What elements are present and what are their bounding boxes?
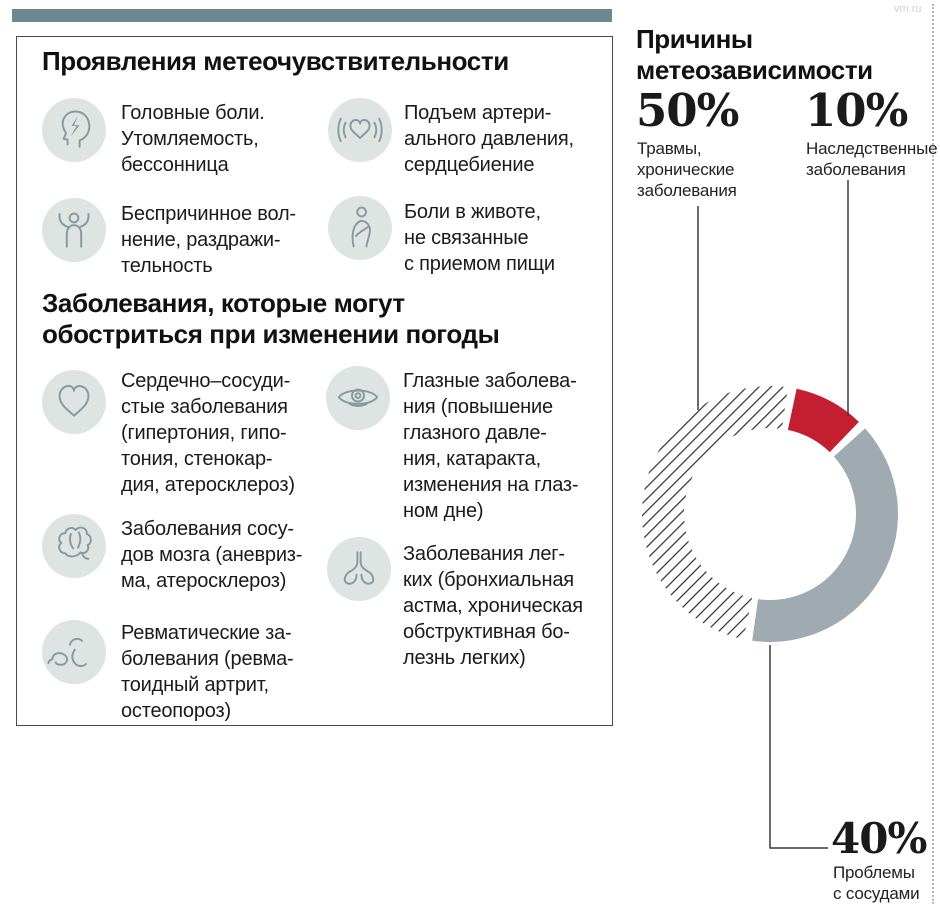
disease-text: Глазные заболева- ния (повышение глазног… (403, 370, 579, 522)
stat-value-50: 50% (636, 84, 739, 137)
symptom-text: Боли в животе, не связанные с приемом пи… (404, 201, 555, 275)
lungs-icon (327, 537, 391, 601)
stomach-pain-icon (328, 196, 392, 260)
eye-icon (326, 366, 390, 430)
heart-pressure-icon (328, 98, 392, 162)
stat-value-40: 40% (831, 814, 927, 863)
top-accent-bar (12, 9, 612, 22)
stat-label-50: Травмы, хронические заболевания (637, 139, 737, 200)
symptom-text: Подъем артери- ального давления, сердцеб… (404, 102, 574, 176)
symptoms-heading: Проявления метеочувствительности (42, 46, 509, 76)
dotted-border (932, 4, 934, 904)
donut-chart (642, 180, 898, 849)
causes-heading: Причины метеозависимости (636, 24, 873, 85)
stat-label-40: Проблемы с сосудами (833, 863, 920, 903)
disease-text: Сердечно–сосуди- стые заболевания (гипер… (121, 370, 295, 496)
stat-label-10: Наследственные заболевания (806, 139, 938, 179)
leader-line-40 (769, 645, 828, 849)
brain-icon (42, 514, 106, 578)
disease-text: Заболевания сосу- дов мозга (аневриз- ма… (121, 518, 303, 592)
heart-icon (42, 370, 106, 434)
donut-slice-hereditary (787, 388, 859, 453)
disease-text: Заболевания лег- ких (бронхиальная астма… (403, 543, 583, 669)
donut-slice-injuries (642, 386, 788, 640)
symptom-text: Головные боли. Утомляемость, бессонница (121, 102, 265, 176)
symptom-text: Беспричинное вол- нение, раздражи- тельн… (121, 203, 296, 277)
watermark: vm.ru (894, 3, 922, 15)
donut-slice-vessels (752, 428, 898, 642)
left-panel-frame (16, 36, 613, 726)
head-pain-icon (42, 98, 106, 162)
joint-icon (42, 620, 106, 684)
anxiety-icon (42, 198, 106, 262)
diseases-heading: Заболевания, которые могут обостриться п… (42, 288, 500, 349)
stat-value-10: 10% (805, 84, 908, 137)
disease-text: Ревматические за- болевания (ревма- тоид… (121, 622, 294, 722)
